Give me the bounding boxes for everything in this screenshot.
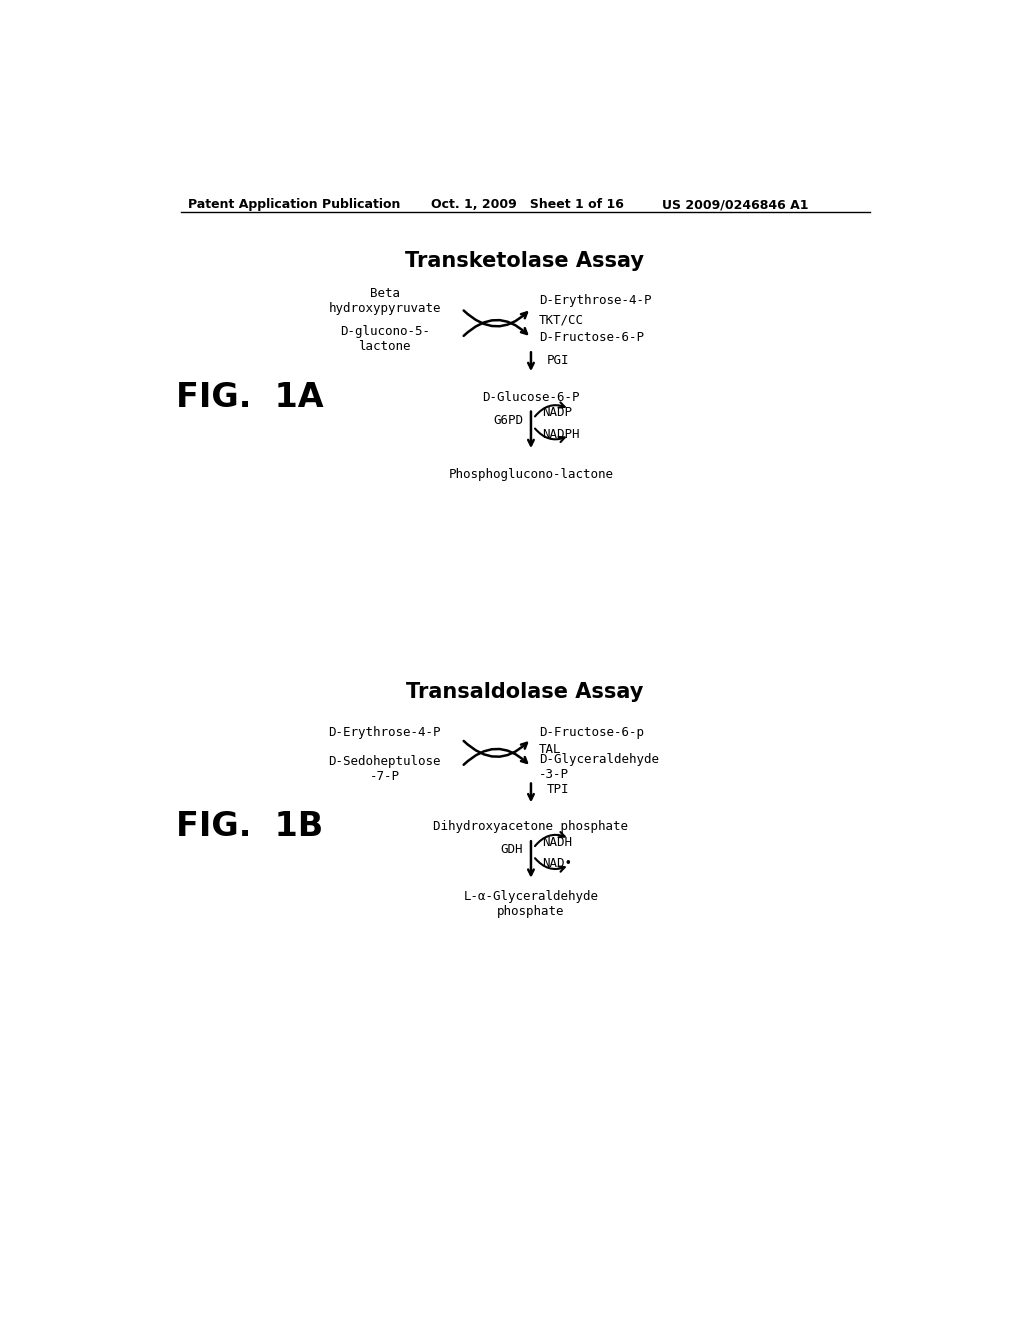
Text: FIG.  1A: FIG. 1A [176,380,324,413]
Text: Transaldolase Assay: Transaldolase Assay [407,682,643,702]
Text: Dihydroxyacetone phosphate: Dihydroxyacetone phosphate [433,820,629,833]
Text: D-Fructose-6-P: D-Fructose-6-P [539,331,644,345]
Text: TPI: TPI [547,783,569,796]
Text: D-Erythrose-4-P: D-Erythrose-4-P [539,294,651,308]
Text: Beta
hydroxypyruvate: Beta hydroxypyruvate [329,286,441,315]
Text: G6PD: G6PD [494,413,523,426]
Text: D-Fructose-6-p: D-Fructose-6-p [539,726,644,739]
Text: PGI: PGI [547,354,569,367]
Text: Oct. 1, 2009   Sheet 1 of 16: Oct. 1, 2009 Sheet 1 of 16 [431,198,624,211]
Text: D-glucono-5-
lactone: D-glucono-5- lactone [340,325,430,354]
Text: Patent Application Publication: Patent Application Publication [188,198,400,211]
Text: D-Glucose-6-P: D-Glucose-6-P [482,391,580,404]
Text: D-Sedoheptulose
-7-P: D-Sedoheptulose -7-P [329,755,441,783]
Text: TAL: TAL [539,743,561,756]
Text: US 2009/0246846 A1: US 2009/0246846 A1 [662,198,808,211]
Text: NADPH: NADPH [543,428,580,441]
Text: Transketolase Assay: Transketolase Assay [406,251,644,271]
Text: GDH: GDH [501,843,523,857]
Text: L-α-Glyceraldehyde
phosphate: L-α-Glyceraldehyde phosphate [464,890,598,917]
Text: Phosphoglucono-lactone: Phosphoglucono-lactone [449,467,613,480]
Text: TKT/CC: TKT/CC [539,314,584,326]
Text: D-Glyceraldehyde
-3-P: D-Glyceraldehyde -3-P [539,752,658,780]
Text: FIG.  1B: FIG. 1B [176,810,324,843]
Text: NADP: NADP [543,407,572,418]
Text: NAD•: NAD• [543,857,572,870]
Text: NADH: NADH [543,836,572,849]
Text: D-Erythrose-4-P: D-Erythrose-4-P [329,726,441,739]
